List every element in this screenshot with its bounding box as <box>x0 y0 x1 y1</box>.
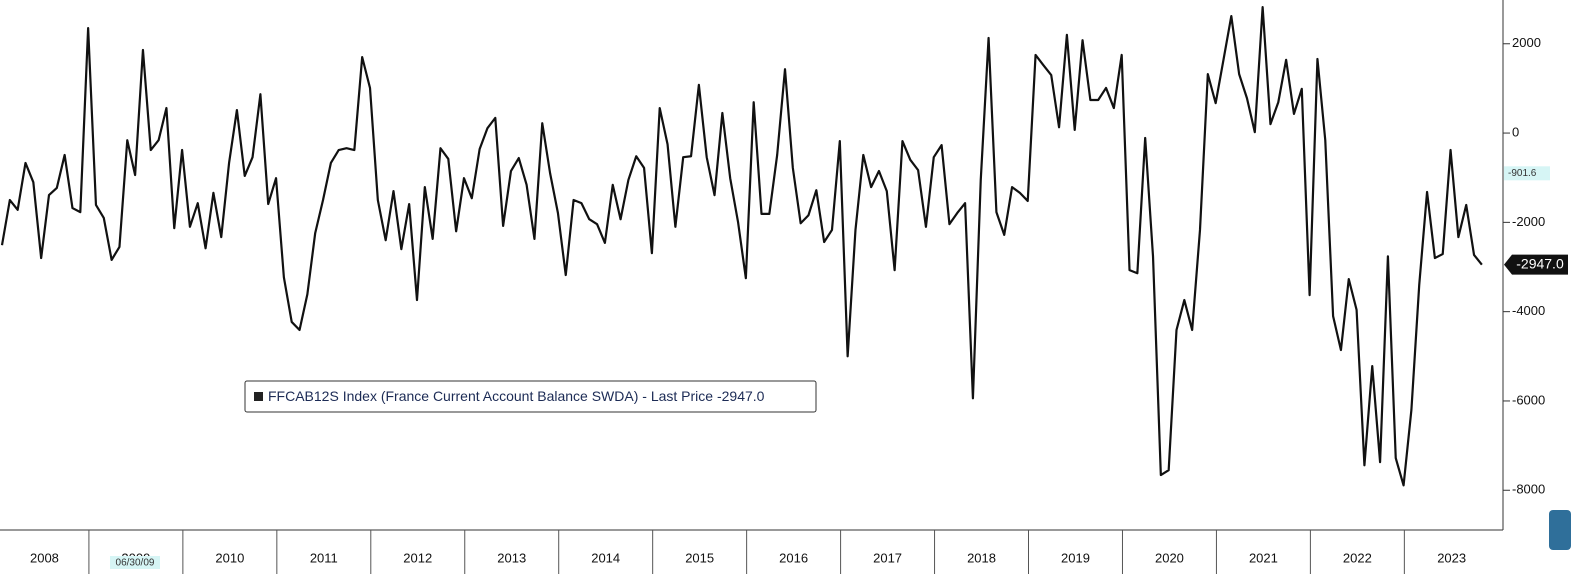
x-tick-label: 2008 <box>30 550 59 565</box>
crosshair-value-label: -901.6 <box>1508 168 1537 179</box>
last-price-label: -2947.0 <box>1516 255 1564 271</box>
crosshair-date-label: 06/30/09 <box>116 558 155 569</box>
legend-name: FFCAB12S Index (France Current Account B… <box>268 388 713 404</box>
x-tick-label: 2021 <box>1249 550 1278 565</box>
x-tick-label: 2017 <box>873 550 902 565</box>
x-tick-label: 2019 <box>1061 550 1090 565</box>
x-tick-label: 2022 <box>1343 550 1372 565</box>
line-series <box>0 6 1483 487</box>
x-tick-label: 2012 <box>403 550 432 565</box>
x-tick-label: 2011 <box>310 550 338 565</box>
crosshair-value-tag <box>1504 166 1550 181</box>
corner-icon[interactable] <box>1549 510 1571 550</box>
y-tick-label: -4000 <box>1512 303 1545 318</box>
last-price-tag <box>1504 254 1568 275</box>
legend: FFCAB12S Index (France Current Account B… <box>244 380 817 413</box>
x-tick-label: 2016 <box>779 550 808 565</box>
x-tick-label: 2014 <box>591 550 620 565</box>
x-tick-label: 2013 <box>497 550 526 565</box>
x-tick-label: 2023 <box>1437 550 1466 565</box>
legend-swatch <box>254 392 263 401</box>
legend-box <box>244 380 817 413</box>
crosshair-date-tag <box>110 556 160 569</box>
legend-label: FFCAB12S Index (France Current Account B… <box>268 388 765 404</box>
y-tick-label: 0 <box>1512 124 1519 139</box>
y-tick-label: -8000 <box>1512 482 1545 497</box>
x-tick-label: 2018 <box>967 550 996 565</box>
legend-last-price: -2947.0 <box>717 388 765 404</box>
y-tick-label: -2000 <box>1512 214 1545 229</box>
x-tick-label: 2020 <box>1155 550 1184 565</box>
y-tick-label: -6000 <box>1512 392 1545 407</box>
x-tick-label: 2015 <box>685 550 714 565</box>
x-tick-label: 2010 <box>215 550 244 565</box>
y-tick-label: 2000 <box>1512 35 1541 50</box>
